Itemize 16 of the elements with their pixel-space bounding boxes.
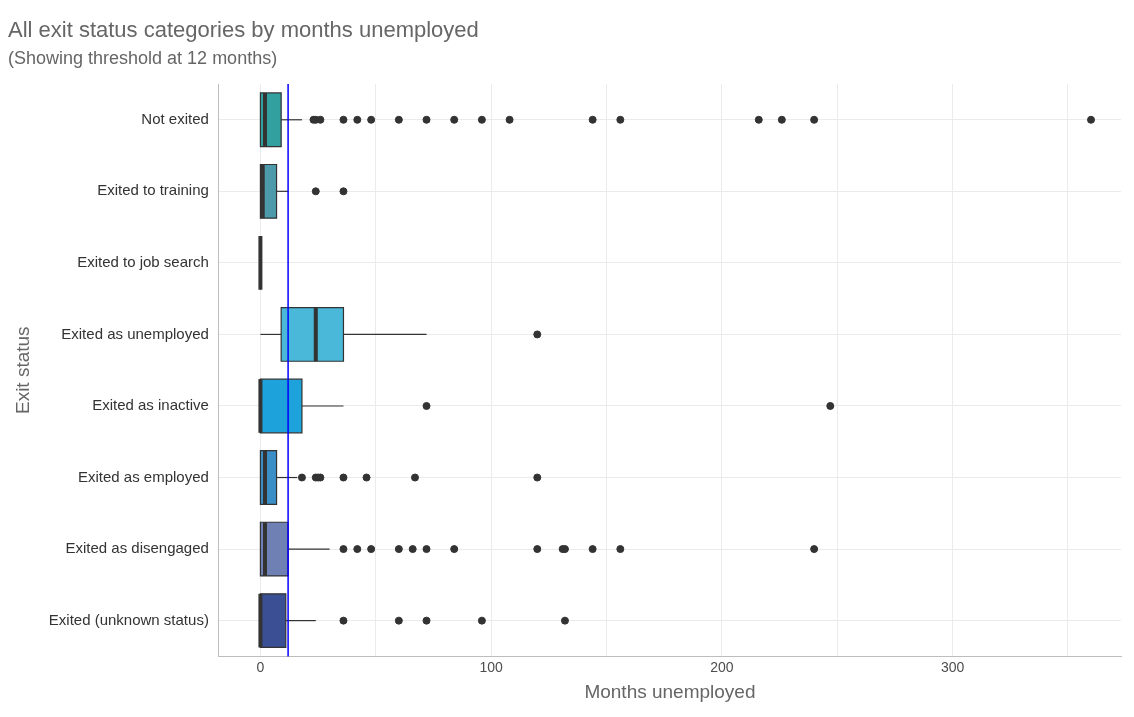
x-tick-label: 300 — [940, 658, 965, 675]
y-tick-label: Exited as inactive — [92, 396, 209, 414]
y-axis-title: Exit status — [11, 326, 33, 415]
y-tick-label: Exited as employed — [77, 467, 209, 485]
y-tick-label: Exited to job search — [77, 253, 209, 271]
y-tick-label: Exited to training — [97, 181, 209, 199]
y-tick-label: Exited as unemployed — [61, 324, 209, 342]
x-tick-label: 0 — [256, 658, 265, 675]
x-tick-label: 200 — [710, 658, 734, 675]
chart-title: All exit status categories by months unemployed — [8, 17, 479, 43]
y-tick-label: Not exited — [141, 109, 209, 127]
y-tick-label: Exited as disengaged — [65, 539, 209, 557]
chart-subtitle: (Showing threshold at 12 months) — [8, 48, 278, 69]
x-tick-label: 100 — [479, 658, 504, 675]
y-tick-label: Exited (unknown status) — [48, 610, 209, 628]
x-axis-title: Months unemployed — [584, 680, 756, 702]
